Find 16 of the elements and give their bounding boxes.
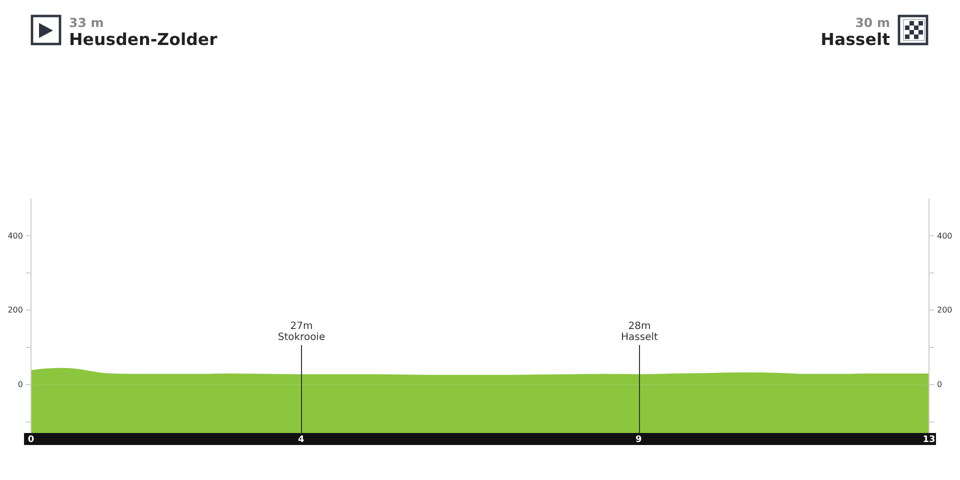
x-tick-label: 13 <box>922 435 936 446</box>
text: 30 m <box>855 15 890 30</box>
text: 33 m <box>69 15 104 30</box>
y2-tick-label: 0 <box>937 380 942 390</box>
text: Hasselt <box>820 30 890 49</box>
y-tick-label: 200 <box>8 306 23 315</box>
y2-tick-label: 200 <box>937 306 952 315</box>
x-tick-label: 9 <box>636 435 642 446</box>
ref-line-label: 28m Hasselt <box>621 321 658 343</box>
x-tick-label: 0 <box>28 435 34 446</box>
y-tick-label: 400 <box>8 231 23 240</box>
y2-tick-label: 400 <box>937 231 952 240</box>
text: Heusden-Zolder <box>69 30 218 49</box>
ref-line-label: 27m Stokrooie <box>278 321 326 343</box>
x-tick-label: 4 <box>298 435 304 446</box>
y-tick-label: 0 <box>18 380 23 390</box>
